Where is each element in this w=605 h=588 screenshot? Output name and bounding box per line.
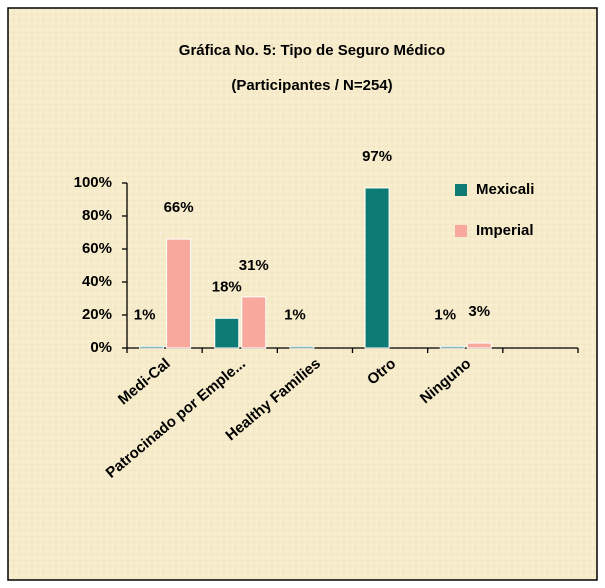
legend-label: Mexicali — [476, 181, 534, 198]
bar — [214, 317, 240, 349]
y-tick-label: 0% — [90, 339, 112, 356]
legend-label: Imperial — [476, 222, 534, 239]
bar — [466, 342, 492, 349]
data-label: 97% — [362, 148, 392, 165]
y-tick-label: 100% — [74, 174, 112, 191]
data-label: 18% — [212, 278, 242, 295]
data-label: 3% — [468, 303, 490, 320]
data-label: 31% — [239, 257, 269, 274]
bar — [139, 345, 165, 349]
bar — [364, 187, 390, 349]
data-label: 66% — [164, 199, 194, 216]
y-tick-label: 80% — [82, 207, 112, 224]
data-label: 1% — [284, 306, 306, 323]
data-label: 1% — [434, 306, 456, 323]
data-label: 1% — [134, 306, 156, 323]
bar — [439, 345, 465, 349]
legend-swatch — [455, 184, 467, 196]
y-tick-label: 40% — [82, 273, 112, 290]
chart-title: Gráfica No. 5: Tipo de Seguro Médico — [179, 42, 445, 59]
bar — [166, 238, 192, 349]
y-tick-label: 20% — [82, 306, 112, 323]
legend-swatch — [455, 225, 467, 237]
chart-subtitle: (Participantes / N=254) — [231, 77, 392, 94]
bar — [241, 296, 267, 349]
bar — [289, 345, 315, 349]
chart-frame — [7, 7, 598, 581]
y-tick-label: 60% — [82, 240, 112, 257]
